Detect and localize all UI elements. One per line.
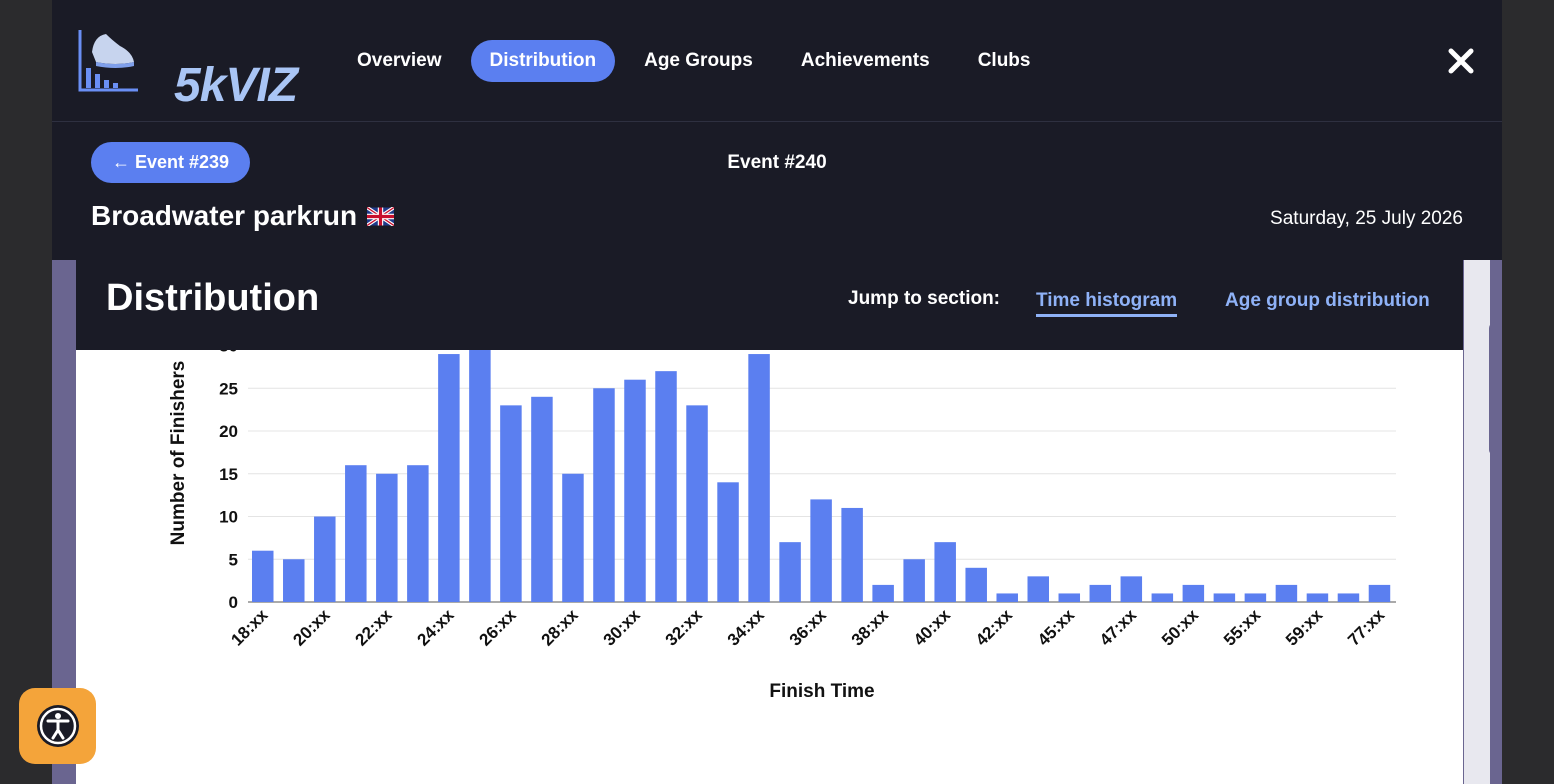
logo[interactable]: 5kVIZ: [76, 28, 298, 112]
event-title-text: Broadwater parkrun: [91, 200, 358, 231]
y-tick-label: 5: [229, 550, 238, 569]
histogram-bar: [1337, 593, 1360, 602]
x-tick-label: 59:xx: [1282, 605, 1327, 650]
y-tick-label: 25: [219, 379, 238, 398]
histogram-bar: [624, 379, 646, 602]
scrollbar-track[interactable]: [1464, 260, 1490, 784]
histogram-bar: [438, 354, 460, 602]
x-tick-label: 34:xx: [724, 605, 769, 650]
x-tick-label: 55:xx: [1220, 605, 1265, 650]
x-tick-label: 22:xx: [351, 605, 396, 650]
histogram-bar: [1120, 576, 1143, 602]
histogram-bar: [283, 559, 305, 602]
histogram-bar: [779, 542, 801, 602]
histogram-bar: [965, 567, 987, 602]
histogram-bar: [407, 465, 429, 602]
histogram-bar: [655, 371, 677, 602]
histogram-bar: [748, 354, 770, 602]
histogram-bar: [996, 593, 1018, 602]
histogram-bar: [1213, 593, 1236, 602]
app-window: 5kVIZ Overview Distribution Age Groups A…: [52, 0, 1502, 784]
histogram-bar: [1058, 593, 1081, 602]
histogram-bar: [1275, 584, 1298, 602]
x-tick-label: 26:xx: [476, 605, 521, 650]
histogram-bar: [562, 473, 584, 602]
histogram-bar: [1089, 584, 1112, 602]
nav-distribution[interactable]: Distribution: [470, 40, 616, 82]
y-tick-label: 30: [219, 337, 238, 356]
x-tick-label: 30:xx: [600, 605, 645, 650]
x-tick-label: 50:xx: [1158, 605, 1203, 650]
x-tick-label: 28:xx: [538, 605, 583, 650]
x-tick-label: 38:xx: [848, 605, 893, 650]
top-header: 5kVIZ Overview Distribution Age Groups A…: [52, 0, 1502, 122]
histogram-bar: [376, 473, 398, 602]
close-button[interactable]: [1444, 44, 1478, 78]
histogram-bar: [841, 507, 863, 602]
histogram-bar: [717, 482, 739, 602]
x-tick-label: 47:xx: [1096, 605, 1141, 650]
accessibility-icon: [36, 705, 79, 747]
histogram-bar: [500, 405, 522, 602]
jump-to-label: Jump to section:: [848, 288, 1001, 309]
histogram-bar: [469, 350, 491, 602]
logo-text: 5kVIZ: [174, 59, 298, 112]
x-tick-label: 20:xx: [289, 605, 334, 650]
uk-flag-icon: [367, 206, 395, 226]
nav-clubs[interactable]: Clubs: [977, 50, 1031, 71]
histogram-bar: [1244, 593, 1267, 602]
accessibility-button[interactable]: [19, 688, 96, 764]
histogram-bar: [593, 388, 615, 602]
x-tick-label: 36:xx: [786, 605, 831, 650]
histogram-bar: [903, 559, 925, 602]
y-tick-label: 20: [219, 422, 238, 441]
x-axis-title: Finish Time: [769, 681, 874, 702]
histogram-bar: [1151, 593, 1174, 602]
current-event-label: Event #240: [727, 152, 827, 173]
histogram-bar: [252, 550, 274, 602]
x-tick-label: 32:xx: [662, 605, 707, 650]
histogram-bar: [934, 542, 956, 602]
x-tick-label: 77:xx: [1344, 605, 1389, 650]
close-icon: [1448, 48, 1474, 74]
histogram-bar: [531, 396, 553, 602]
x-tick-label: 42:xx: [972, 605, 1017, 650]
histogram-bar: [872, 584, 894, 602]
histogram-bar: [686, 405, 708, 602]
section-title: Distribution: [106, 277, 320, 319]
histogram-bar: [810, 499, 832, 602]
section-header: Distribution Jump to section: Time histo…: [76, 260, 1463, 350]
histogram-bar: [314, 516, 336, 602]
jump-link-time-histogram[interactable]: Time histogram: [1036, 290, 1178, 317]
x-tick-label: 45:xx: [1034, 605, 1079, 650]
jump-link-age-group-distribution[interactable]: Age group distribution: [1225, 290, 1430, 311]
histogram-bar: [1368, 584, 1391, 602]
previous-event-button[interactable]: ← Event #239: [91, 142, 251, 183]
x-tick-label: 24:xx: [414, 605, 459, 650]
y-tick-label: 15: [219, 465, 238, 484]
x-tick-label: 40:xx: [910, 605, 955, 650]
histogram-bar: [1306, 593, 1329, 602]
histogram-bar: [1182, 584, 1205, 602]
event-bar: ← Event #239 Event #240 Broadwater parkr…: [52, 122, 1502, 260]
nav-achievements[interactable]: Achievements: [800, 50, 930, 71]
main-nav: Overview Distribution Age Groups Achieve…: [338, 40, 1049, 82]
histogram-bar: [1027, 576, 1049, 602]
event-date: Saturday, 25 July 2026: [1270, 208, 1463, 229]
nav-overview[interactable]: Overview: [357, 50, 442, 71]
histogram-bar: [345, 465, 367, 602]
nav-age-groups[interactable]: Age Groups: [644, 50, 753, 71]
y-tick-label: 10: [219, 508, 238, 527]
y-axis-title: Number of Finishers: [168, 361, 189, 546]
runner-chart-icon: [78, 30, 138, 92]
event-title: Broadwater parkrun: [91, 200, 395, 232]
scrollbar-thumb[interactable]: [1489, 322, 1502, 456]
y-tick-label: 0: [229, 593, 238, 612]
